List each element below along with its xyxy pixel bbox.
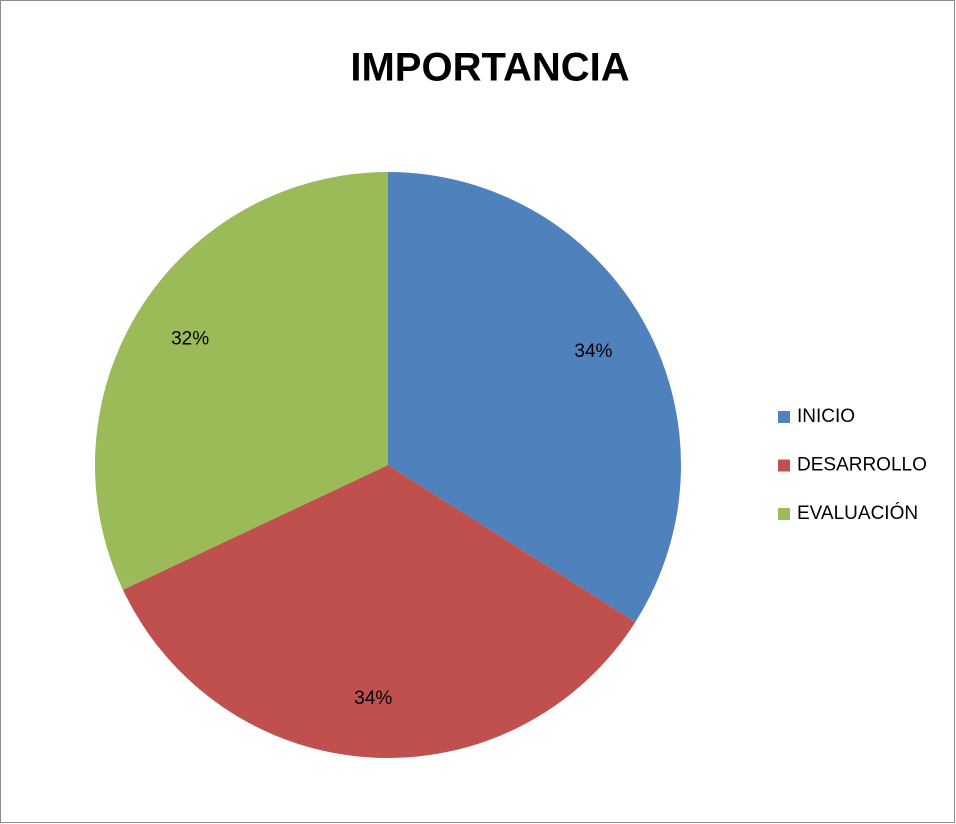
legend-swatch xyxy=(778,411,790,423)
data-label: 34% xyxy=(574,341,612,362)
pie-slice xyxy=(94,172,389,590)
legend-swatch xyxy=(778,459,790,472)
legend-swatch xyxy=(778,508,790,520)
legend-label: INICIO xyxy=(797,406,855,427)
data-label: 32% xyxy=(171,328,209,349)
legend-label: DESARROLLO xyxy=(797,455,927,476)
pie-slice xyxy=(388,172,681,622)
pie-slice xyxy=(122,465,636,758)
data-label: 34% xyxy=(354,688,392,709)
chart-title: IMPORTANCIA xyxy=(350,46,629,90)
legend-label: EVALUACIÓN xyxy=(797,502,918,524)
